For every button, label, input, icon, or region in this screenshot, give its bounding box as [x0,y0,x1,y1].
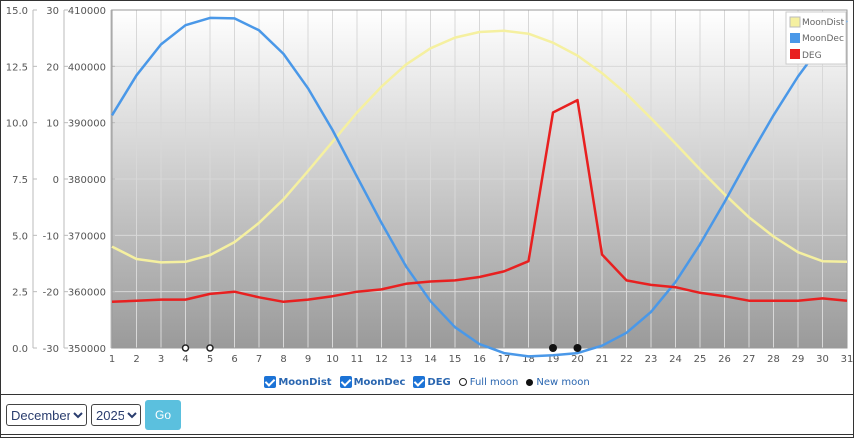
series-toggle-row: MoonDist MoonDec DEG Full moon New moon [0,372,854,392]
y-tick-label: 370000 [68,231,106,242]
x-tick-label: 10 [326,354,339,365]
series-line-deg [111,98,848,304]
plot-border [111,9,848,349]
toggle-deg-label: DEG [427,376,451,388]
series-line-moondec [110,16,848,358]
x-tick-label: 4 [182,354,188,365]
toggle-moondist[interactable]: MoonDist [264,376,332,388]
y-tick-label: 10 [46,119,59,130]
x-tick-label: 19 [547,354,560,365]
x-tick-label: 24 [669,354,682,365]
legend-label-moondec: MoonDec [802,34,844,44]
new-moon-icon [526,378,534,386]
y-tick-label: 360000 [68,288,106,299]
legend-label-moondist: MoonDist [802,18,845,28]
checkbox-icon[interactable] [339,376,352,388]
series-line-moondist [111,29,848,264]
x-tick-label: 11 [351,354,364,365]
y-tick-label: 12.5 [6,62,28,73]
x-tick-label: 29 [792,354,805,365]
x-tick-label: 21 [596,354,609,365]
y-tick-label: 0.0 [12,344,28,355]
chart-legend: MoonDist MoonDec DEG [785,11,847,65]
y-tick-label: 15.0 [6,6,28,17]
y-tick-label: 20 [46,62,59,73]
y-tick-label: 380000 [68,175,106,186]
y-tick-label: 5.0 [12,231,28,242]
legend-label-deg: DEG [802,51,822,61]
x-tick-label: 6 [231,354,237,365]
checkbox-icon[interactable] [413,376,426,388]
y-tick-label: -10 [43,231,59,242]
full-moon-label: Full moon [469,376,519,388]
y-tick-label: 390000 [68,119,106,130]
controls-bar: December 2025 Go [1,394,853,435]
x-tick-label: 14 [424,354,437,365]
full-moon-legend: Full moon [458,376,519,388]
toggle-moondec[interactable]: MoonDec [339,376,406,388]
legend-swatch-deg [790,49,800,59]
full-moon-icon [458,378,467,386]
x-tick-label: 2 [133,354,139,365]
y-tick-label: 400000 [68,62,106,73]
legend-swatch-moondist [789,16,801,28]
x-tick-label: 12 [375,354,388,365]
go-button[interactable]: Go [145,400,181,430]
x-tick-label: 1 [109,354,115,365]
toggle-deg[interactable]: DEG [413,376,451,388]
x-tick-label: 5 [207,354,213,365]
full-moon-marker [206,344,214,352]
x-tick-label: 31 [841,354,854,365]
new-moon-marker [573,344,582,352]
x-tick-label: 28 [767,354,780,365]
new-moon-label: New moon [536,376,590,388]
y-tick-label: 350000 [68,344,106,355]
moon-chart: 0.0 2.5 5.0 7.5 10.0 12.5 15.0 -30 -20 -10 0 10 20 30… [6,6,854,365]
x-tick-label: 3 [158,354,164,365]
legend-swatch-moondec [790,33,800,43]
y-tick-label: 410000 [68,6,106,17]
x-tick-label: 23 [645,354,658,365]
checkbox-icon[interactable] [264,376,277,388]
x-tick-label: 22 [620,354,633,365]
y-tick-label: 10.0 [6,119,28,130]
y-tick-label: 0 [53,175,59,186]
month-select[interactable]: December [6,404,87,426]
x-tick-label: 20 [571,354,584,365]
x-tick-label: 9 [305,354,311,365]
x-tick-label: 13 [400,354,413,365]
y-tick-label: -20 [43,288,59,299]
x-tick-label: 8 [280,354,286,365]
x-tick-label: 17 [498,354,511,365]
x-tick-label: 16 [473,354,486,365]
y-tick-label: 30 [46,6,59,17]
bottom-divider [1,434,853,437]
x-tick-label: 18 [522,354,535,365]
x-tick-label: 27 [743,354,756,365]
x-tick-label: 26 [718,354,731,365]
y-tick-label: 7.5 [12,175,28,186]
x-tick-label: 7 [256,354,262,365]
x-tick-label: 25 [694,354,707,365]
new-moon-marker [549,344,557,352]
full-moon-marker [181,344,190,352]
y-tick-label: -30 [43,344,59,355]
x-tick-label: 15 [449,354,462,365]
toggle-moondist-label: MoonDist [278,376,332,388]
x-tick-label: 30 [816,354,829,365]
toggle-moondec-label: MoonDec [353,376,406,388]
new-moon-legend: New moon [526,376,590,388]
y-tick-label: 2.5 [12,288,28,299]
year-select[interactable]: 2025 [91,404,141,426]
